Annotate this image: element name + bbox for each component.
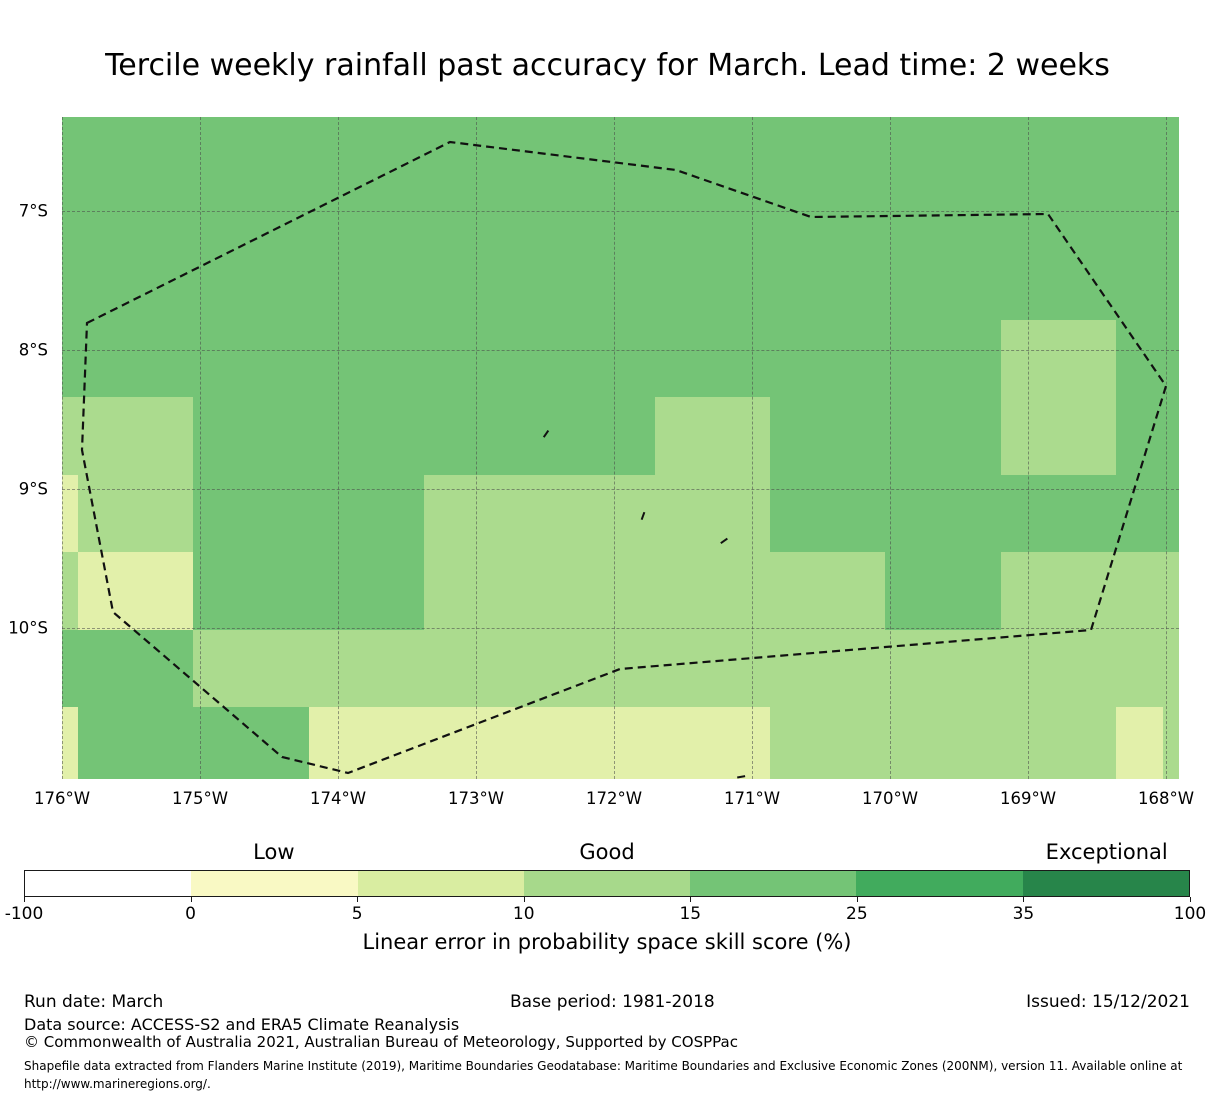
colorbar-tick [1190, 897, 1191, 902]
colorbar-tick [856, 897, 858, 902]
colorbar-category-label: Good [579, 840, 635, 864]
x-tick-label: 173°W [447, 789, 505, 808]
copyright-label: © Commonwealth of Australia 2021, Austra… [24, 1033, 738, 1051]
meridian-gridline [62, 117, 63, 779]
colorbar [24, 870, 1190, 897]
map-cell [62, 707, 78, 779]
colorbar-tick-label: -100 [4, 904, 44, 924]
meridian-gridline [1028, 117, 1029, 779]
map-cell [78, 552, 193, 630]
colorbar-tick [357, 897, 359, 902]
x-tick-label: 170°W [861, 789, 919, 808]
map-cell [309, 707, 770, 779]
parallel-gridline [62, 628, 1179, 629]
parallel-gridline [62, 350, 1179, 351]
map-cell [62, 552, 78, 630]
colorbar-tick [1023, 897, 1025, 902]
meridian-gridline [200, 117, 201, 779]
y-tick-label: 7°S [18, 201, 48, 221]
meridian-gridline [614, 117, 615, 779]
chart-title: Tercile weekly rainfall past accuracy fo… [105, 48, 1110, 83]
x-tick-label: 175°W [171, 789, 229, 808]
y-tick-label: 9°S [18, 479, 48, 499]
x-tick-label: 174°W [309, 789, 367, 808]
meridian-gridline [338, 117, 339, 779]
map-cell [424, 552, 885, 630]
colorbar-tick-label: 15 [679, 904, 702, 924]
colorbar-segment [357, 871, 524, 896]
map-cell [62, 397, 78, 475]
colorbar-segment [690, 871, 857, 896]
colorbar-tick [24, 897, 25, 902]
run-date-label: Run date: March [24, 992, 164, 1012]
x-tick-label: 171°W [723, 789, 781, 808]
colorbar-segment [25, 871, 192, 896]
parallel-gridline [62, 211, 1179, 212]
y-tick-label: 10°S [8, 618, 48, 638]
shapefile-note: Shapefile data extracted from Flanders M… [24, 1059, 1183, 1091]
colorbar-segment [191, 871, 358, 896]
colorbar-tick [523, 897, 525, 902]
x-tick-label: 168°W [1137, 789, 1195, 808]
map-cell [770, 707, 1116, 779]
colorbar-category-label: Low [253, 840, 295, 864]
colorbar-tick [190, 897, 192, 902]
island-marker [542, 430, 550, 438]
map-cell [1001, 320, 1116, 475]
colorbar-tick [690, 897, 692, 902]
colorbar-segment [1022, 871, 1189, 896]
meridian-gridline [1166, 117, 1167, 779]
colorbar-axis-label: Linear error in probability space skill … [362, 930, 852, 954]
x-tick-label: 169°W [999, 789, 1057, 808]
base-period-label: Base period: 1981-2018 [510, 992, 715, 1012]
skill-score-map [62, 117, 1179, 779]
issued-label: Issued: 15/12/2021 [1026, 992, 1190, 1012]
colorbar-tick-label: 5 [351, 904, 363, 924]
colorbar-tick-label: 100 [1173, 904, 1207, 924]
colorbar-tick-label: 35 [1012, 904, 1035, 924]
colorbar-segment [523, 871, 691, 896]
meridian-gridline [476, 117, 477, 779]
meridian-gridline [890, 117, 891, 779]
map-cell [62, 475, 78, 552]
colorbar-segment [856, 871, 1023, 896]
map-cell [1116, 707, 1163, 779]
y-tick-label: 8°S [18, 340, 48, 360]
map-cell [424, 475, 655, 552]
colorbar-tick-label: 0 [185, 904, 196, 924]
colorbar-tick-label: 25 [846, 904, 868, 924]
x-tick-label: 172°W [585, 789, 643, 808]
meridian-gridline [752, 117, 753, 779]
map-cell [78, 397, 193, 552]
map-cell [193, 630, 1179, 707]
x-tick-label: 176°W [33, 789, 91, 808]
colorbar-category-label: Exceptional [1045, 840, 1168, 864]
colorbar-tick-label: 10 [512, 904, 535, 924]
parallel-gridline [62, 489, 1179, 490]
data-source-label: Data source: ACCESS-S2 and ERA5 Climate … [24, 1015, 460, 1034]
